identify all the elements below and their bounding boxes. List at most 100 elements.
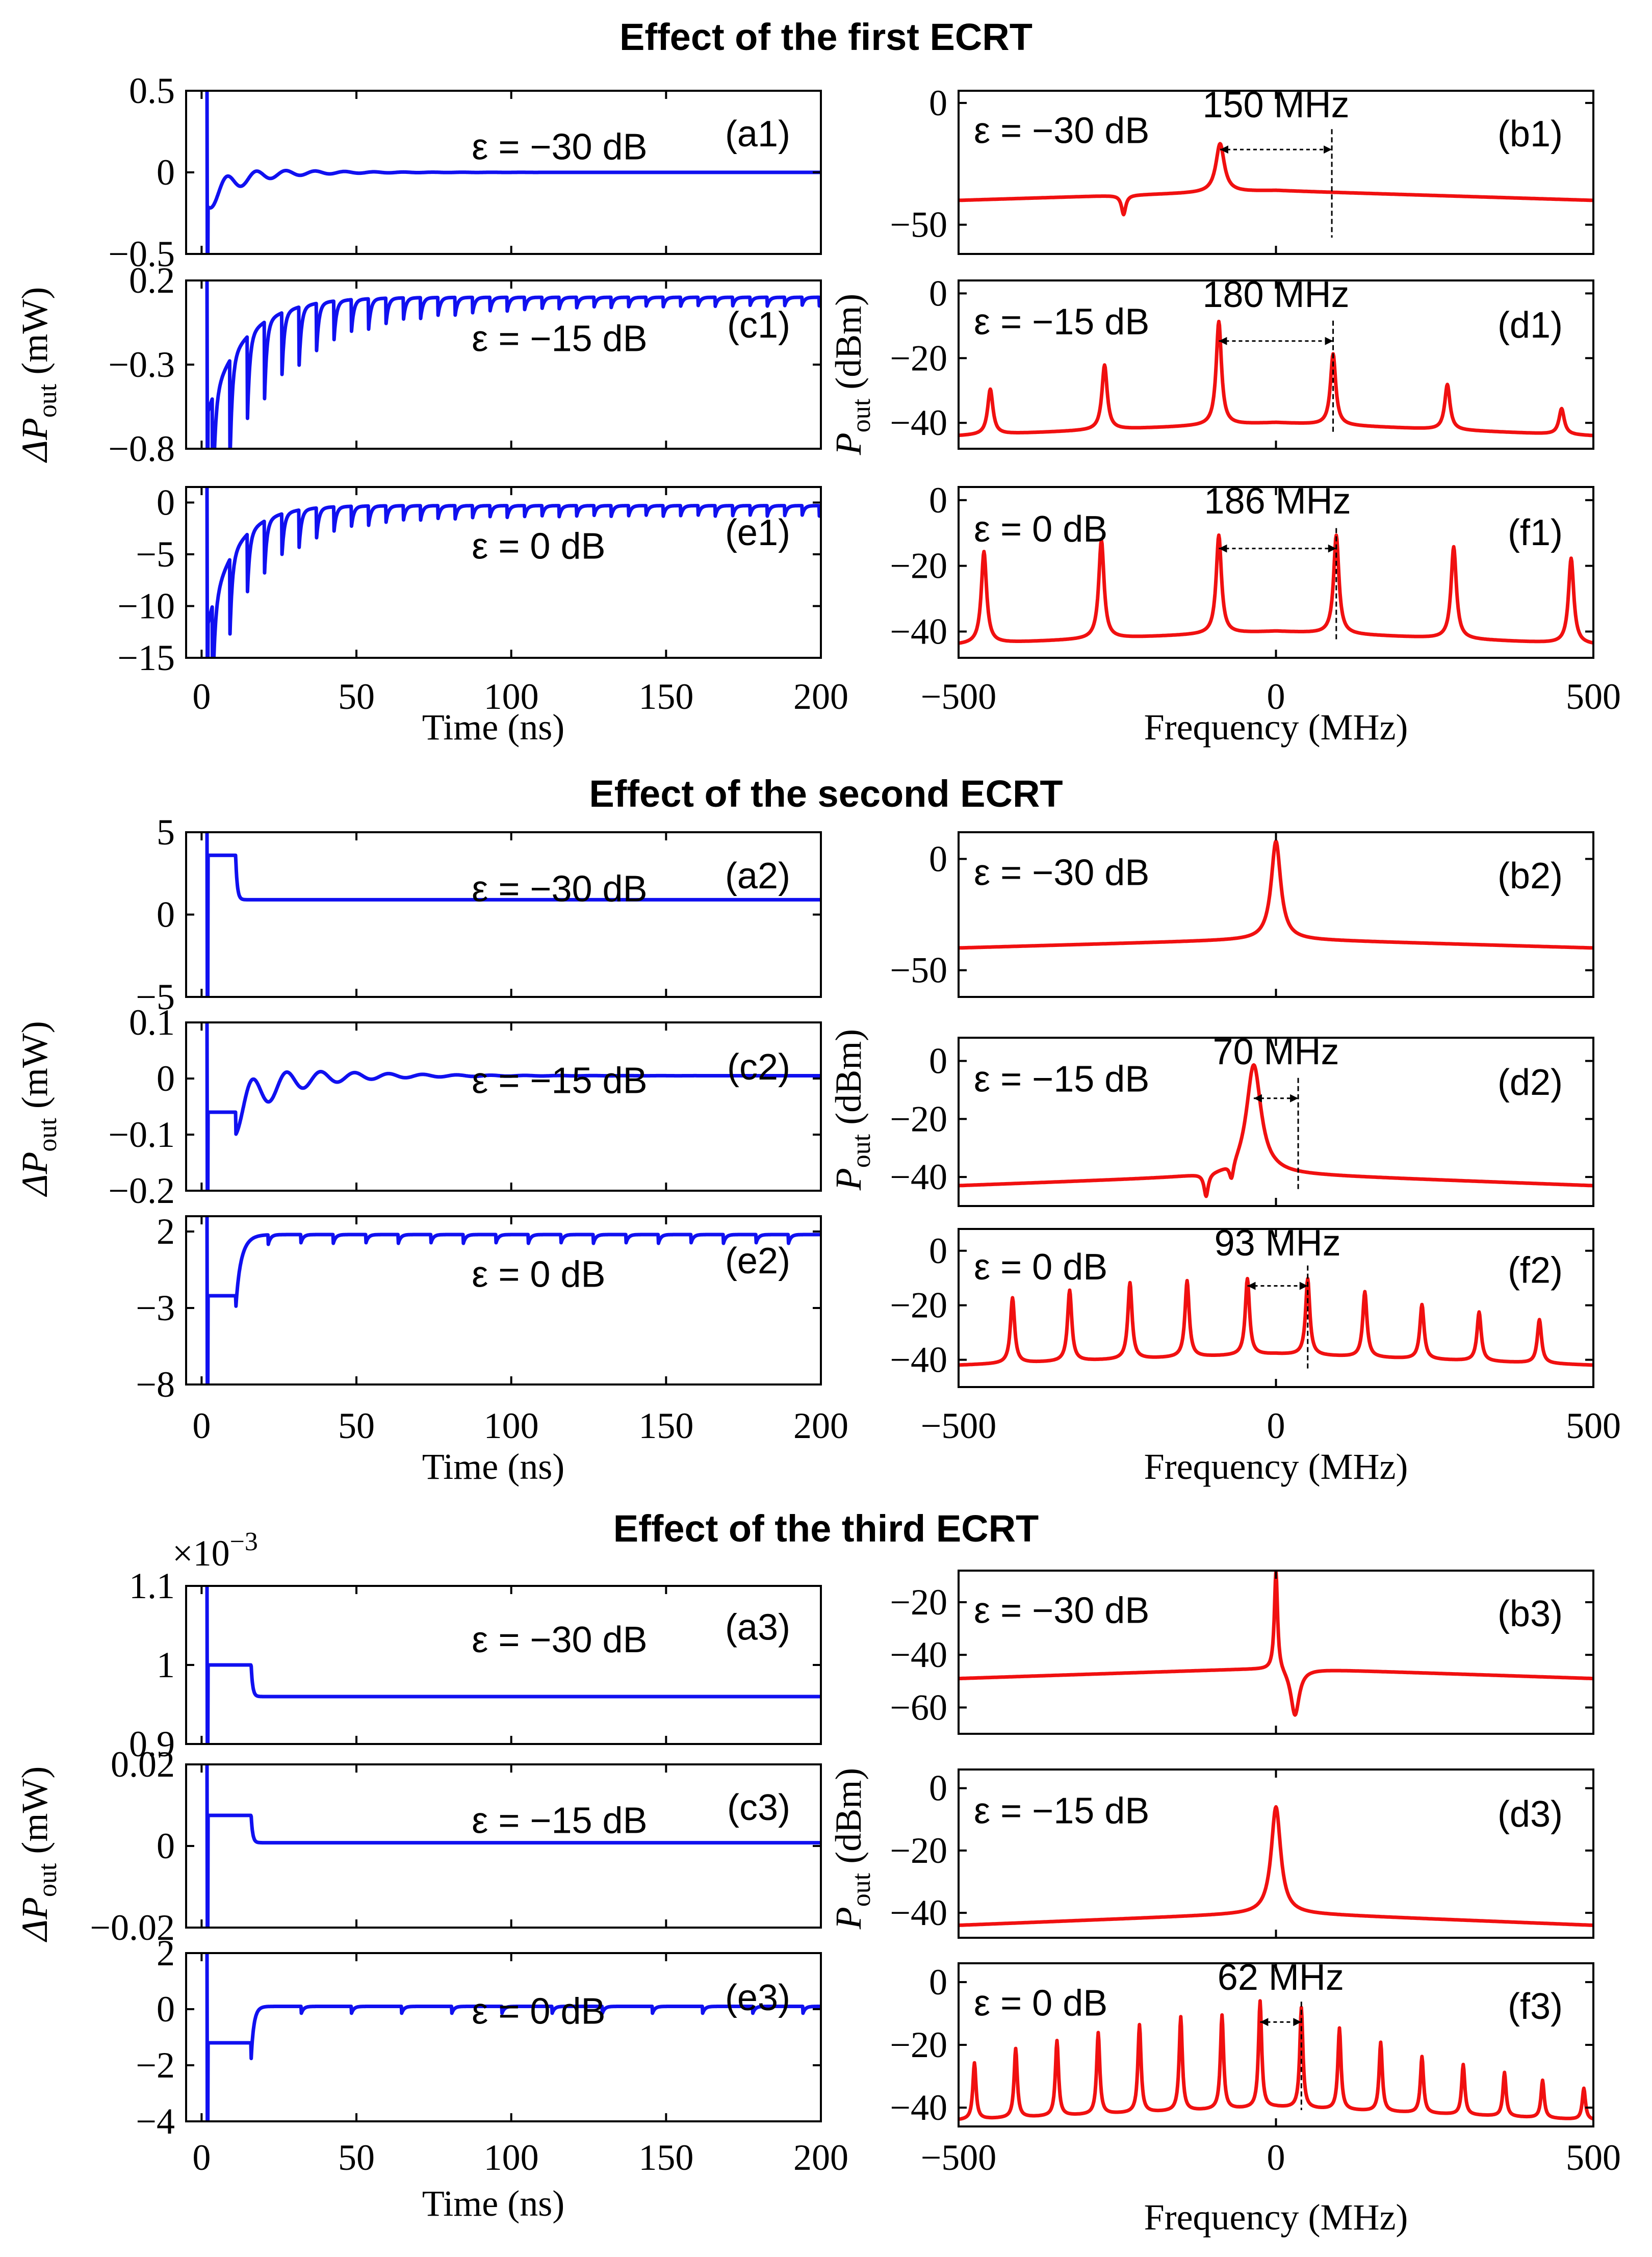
panel-label-b1: (b1) xyxy=(1498,114,1563,155)
panel-label-e1: (e1) xyxy=(725,512,790,553)
xtick-label-f3: −500 xyxy=(921,2137,997,2178)
xtick-label-e3: 200 xyxy=(793,2137,848,2178)
ytick-label-f2: 0 xyxy=(929,1230,947,1271)
xtick-label-e2: 200 xyxy=(793,1405,848,1446)
epsilon-label-f2: ε = 0 dB xyxy=(974,1247,1107,1288)
frame-c3 xyxy=(185,1763,822,1929)
xtick-label-e1: 50 xyxy=(338,676,375,717)
ytick-label-c3: −0.02 xyxy=(90,1907,175,1948)
ytick-label-a3: 0.9 xyxy=(129,1724,175,1764)
spacing-arrowhead-b1 xyxy=(1324,145,1332,154)
spacing-label-f3: 62 MHz xyxy=(1218,1957,1344,1998)
spacing-arrowhead-f2 xyxy=(1299,1281,1308,1290)
trace-e2 xyxy=(205,1216,821,1384)
ytick-label-d3: 0 xyxy=(929,1768,947,1809)
xtick-label-f3: 500 xyxy=(1566,2137,1621,2178)
epsilon-label-b3: ε = −30 dB xyxy=(974,1590,1149,1631)
ytick-label-b1: −50 xyxy=(890,204,947,245)
panel-c3: 0.02 0 −0.02 ε = −15 dB (c3) xyxy=(90,1744,822,1948)
panel-c2: 0.1 0 −0.1 −0.2 ε = −15 dB (c2) xyxy=(108,1002,822,1211)
epsilon-label-b2: ε = −30 dB xyxy=(974,852,1149,893)
trace-e1 xyxy=(205,487,821,658)
ytick-label-f3: 0 xyxy=(929,1962,947,2003)
panel-f1: 0 −20 −40 ε = 0 dB (f1) 186 MHz −500 0 500 Freque… xyxy=(890,480,1621,748)
panel-e1: 0 −5 −10 −15 ε = 0 dB (e1) 0 50 100 150 200 Time (n… xyxy=(117,482,848,748)
spacing-label-d2: 70 MHz xyxy=(1212,1032,1339,1072)
ytick-label-f2: −40 xyxy=(890,1340,947,1380)
xtick-label-e1: 100 xyxy=(484,676,539,717)
xtick-label-f1: 0 xyxy=(1267,676,1285,717)
xtick-label-e2: 50 xyxy=(338,1405,375,1446)
panel-label-f3: (f3) xyxy=(1508,1986,1563,2027)
ytick-label-c1: −0.3 xyxy=(108,344,175,385)
trace-a2 xyxy=(205,832,821,997)
epsilon-label-f1: ε = 0 dB xyxy=(974,509,1107,550)
spacing-arrowhead-f2 xyxy=(1247,1281,1256,1290)
ytick-label-c2: 0 xyxy=(157,1058,175,1099)
spacing-arrowhead-b1 xyxy=(1220,145,1228,154)
xtick-label-e1: 0 xyxy=(192,676,211,717)
trace-b1 xyxy=(959,142,1593,217)
yaxis-title-left-3: ΔPout (mW) xyxy=(14,1766,62,1943)
xtick-label-f3: 0 xyxy=(1267,2137,1285,2178)
trace-c3 xyxy=(205,1764,821,1928)
frame-e3 xyxy=(185,1952,822,2122)
ytick-label-d1: −20 xyxy=(890,338,947,378)
epsilon-label-e3: ε = 0 dB xyxy=(472,1991,605,2032)
xtick-label-e2: 150 xyxy=(638,1405,693,1446)
panel-label-b2: (b2) xyxy=(1498,856,1563,896)
panel-label-e3: (e3) xyxy=(725,1978,790,2018)
epsilon-label-c1: ε = −15 dB xyxy=(472,319,647,360)
ytick-label-c2: −0.1 xyxy=(108,1114,175,1155)
xtick-label-f1: 500 xyxy=(1566,676,1621,717)
ytick-label-b1: 0 xyxy=(929,83,947,123)
frame-e1 xyxy=(185,486,822,659)
xtick-label-e2: 100 xyxy=(484,1405,539,1446)
xtick-label-e3: 150 xyxy=(638,2137,693,2178)
trace-f2 xyxy=(959,1276,1593,1367)
frame-c2 xyxy=(185,1021,822,1192)
panel-b3: −20 −40 −60 ε = −30 dB (b3) xyxy=(890,1570,1594,1735)
panel-label-a1: (a1) xyxy=(725,114,790,155)
xtick-label-f1: −500 xyxy=(921,676,997,717)
panel-label-c3: (c3) xyxy=(727,1787,790,1828)
panel-label-f1: (f1) xyxy=(1508,512,1563,553)
trace-b2 xyxy=(959,839,1593,950)
ytick-label-a2: 5 xyxy=(157,812,175,853)
trace-a3 xyxy=(205,1586,821,1744)
epsilon-label-d3: ε = −15 dB xyxy=(974,1791,1149,1832)
panel-b2: 0 −50 ε = −30 dB (b2) xyxy=(890,831,1594,998)
spacing-label-b1: 150 MHz xyxy=(1202,85,1349,125)
trace-d3 xyxy=(959,1805,1593,1927)
ytick-label-a1: 0 xyxy=(157,152,175,193)
epsilon-label-d1: ε = −15 dB xyxy=(974,302,1149,343)
panel-label-c1: (c1) xyxy=(727,305,790,346)
ytick-label-d1: −40 xyxy=(890,402,947,443)
section-title-2: Effect of the second ECRT xyxy=(589,773,1063,815)
trace-f3 xyxy=(959,1999,1593,2121)
xaxis-title-frequency: Frequency (MHz) xyxy=(1144,2197,1408,2238)
xtick-label-e1: 150 xyxy=(638,676,693,717)
ytick-label-c2: −0.2 xyxy=(108,1170,175,1211)
xaxis-title-frequency: Frequency (MHz) xyxy=(1144,707,1408,748)
epsilon-label-c2: ε = −15 dB xyxy=(472,1061,647,1101)
epsilon-label-a3: ε = −30 dB xyxy=(472,1620,647,1660)
panel-a1: 0.5 0 −0.5 ε = −30 dB (a1) xyxy=(108,70,822,274)
ytick-label-e1: −10 xyxy=(117,585,175,626)
epsilon-label-e1: ε = 0 dB xyxy=(472,526,605,567)
section-title-3: Effect of the third ECRT xyxy=(613,1507,1039,1550)
panel-label-d2: (d2) xyxy=(1498,1062,1563,1103)
xtick-label-e3: 100 xyxy=(484,2137,539,2178)
ytick-label-e3: 0 xyxy=(157,1989,175,2030)
panel-b1: 0 −50 ε = −30 dB (b1) 150 MHz xyxy=(890,83,1594,255)
epsilon-label-c3: ε = −15 dB xyxy=(472,1800,647,1841)
ytick-label-e3: −2 xyxy=(136,2045,175,2086)
xaxis-title-frequency: Frequency (MHz) xyxy=(1144,1446,1408,1487)
spacing-label-f1: 186 MHz xyxy=(1204,481,1351,522)
xaxis-title-time: Time (ns) xyxy=(422,1446,564,1487)
ytick-label-c1: −0.8 xyxy=(108,428,175,469)
ytick-label-e3: 2 xyxy=(157,1933,175,1973)
yaxis-title-left-1: ΔPout (mW) xyxy=(14,287,62,464)
panel-e3: 2 0 −2 −4 ε = 0 dB (e3) 0 50 100 150 200 Time (ns) xyxy=(136,1933,848,2224)
